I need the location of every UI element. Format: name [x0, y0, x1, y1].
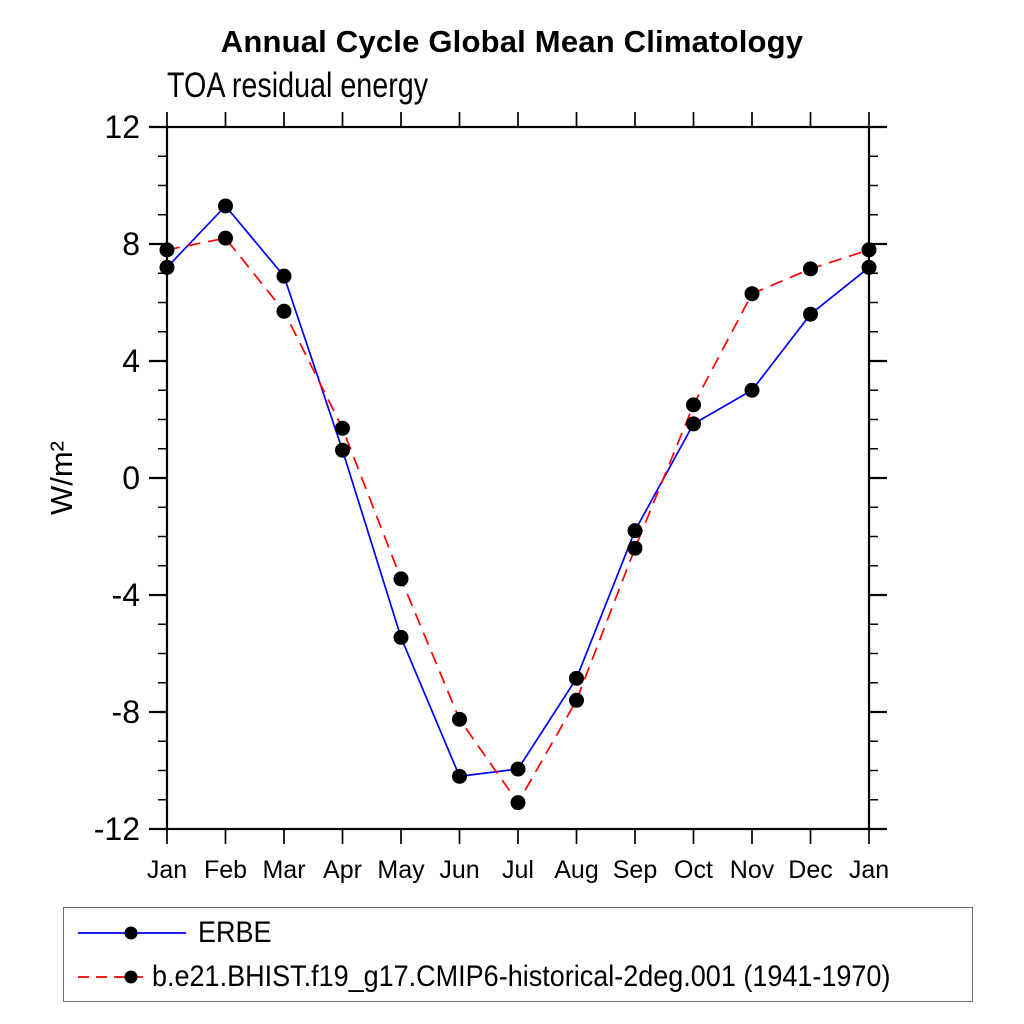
svg-text:-12: -12: [94, 811, 140, 847]
plot-area: -12 -8 -4 0 4 8 12 Jan Feb Mar Apr May Jun Jul Aug Sep…: [44, 109, 889, 884]
svg-text:Dec: Dec: [788, 856, 832, 884]
svg-text:12: 12: [104, 109, 140, 145]
chart-subtitle: TOA residual energy: [167, 66, 429, 105]
legend-erbe-marker-icon: [124, 926, 138, 939]
legend-label-erbe: ERBE: [198, 915, 272, 949]
svg-text:Jan: Jan: [849, 856, 889, 884]
svg-text:May: May: [377, 856, 425, 884]
svg-text:Jul: Jul: [502, 856, 534, 884]
legend-item-model: b.e21.BHIST.f19_g17.CMIP6-historical-2de…: [74, 957, 972, 997]
legend-sample-model-line: [78, 970, 146, 983]
plot-frame: [165, 125, 871, 831]
x-axis-tick-labels: Jan Feb Mar Apr May Jun Jul Aug Sep Oct Nov Dec Jan: [147, 856, 889, 884]
svg-text:-4: -4: [112, 577, 140, 613]
svg-text:Mar: Mar: [262, 856, 305, 884]
y-axis-ticks: [149, 125, 887, 831]
chart-title: Annual Cycle Global Mean Climatology: [220, 24, 804, 59]
legend-model-marker-icon: [124, 970, 138, 983]
svg-text:0: 0: [122, 460, 140, 496]
legend-label-model: b.e21.BHIST.f19_g17.CMIP6-historical-2de…: [151, 959, 890, 993]
legend-sample-erbe-line: [78, 926, 186, 939]
svg-text:Jan: Jan: [147, 856, 187, 884]
y-axis-label: W/m²: [44, 441, 79, 515]
series-lines: [166, 204, 870, 805]
svg-text:Jun: Jun: [439, 856, 479, 884]
legend-item-erbe: ERBE: [74, 913, 972, 953]
svg-text:8: 8: [122, 226, 140, 262]
svg-text:Nov: Nov: [730, 856, 775, 884]
x-axis-ticks: [166, 112, 870, 844]
svg-text:Feb: Feb: [204, 856, 247, 884]
legend: ERBE b.e21.BHIST.f19_g17.CMIP6-historica…: [63, 907, 973, 1002]
svg-text:Sep: Sep: [613, 856, 657, 884]
svg-text:Apr: Apr: [323, 856, 362, 884]
y-axis-tick-labels: -12 -8 -4 0 4 8 12: [94, 109, 140, 847]
svg-text:Oct: Oct: [674, 856, 713, 884]
svg-text:-8: -8: [112, 694, 140, 730]
svg-text:Aug: Aug: [554, 856, 598, 884]
series-markers: [159, 198, 877, 811]
svg-text:4: 4: [122, 343, 140, 379]
